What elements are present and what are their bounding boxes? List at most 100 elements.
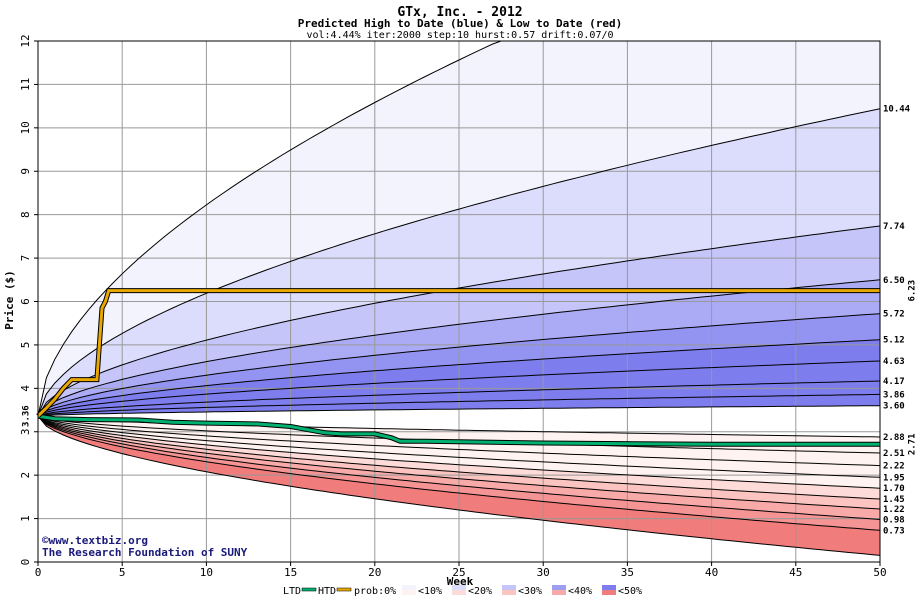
legend-bucket-0: <10% (418, 586, 442, 597)
end-label-1: 7.74 (883, 222, 905, 232)
percentile-curve-8 (38, 393, 880, 417)
x-tick-label-8: 40 (705, 566, 718, 579)
start-price-label: 3.36 (22, 405, 32, 427)
percentile-curve-19 (38, 415, 880, 556)
chart-subtitle: Predicted High to Date (blue) & Low to D… (298, 17, 623, 30)
legend-swatch-low-1 (452, 590, 466, 595)
legend-bucket-3: <40% (568, 586, 592, 597)
x-tick-label-3: 15 (284, 566, 297, 579)
y-tick-label-7: 7 (19, 255, 32, 262)
legend-bucket-1: <20% (468, 586, 492, 597)
y-tick-label-10: 10 (19, 121, 32, 134)
y-tick-label-1: 1 (19, 515, 32, 522)
end-label-13: 1.70 (883, 484, 905, 494)
y-tick-label-0: 0 (19, 559, 32, 566)
percentile-curve-4 (38, 313, 880, 417)
legend-ltd-swatch (301, 587, 317, 592)
end-label-5: 4.63 (883, 357, 905, 367)
ltd-end-label: 2.71 (908, 433, 918, 455)
credit-website: ©www.textbiz.org (42, 534, 148, 547)
legend-swatch-high-2 (502, 585, 516, 590)
credit-organization: The Research Foundation of SUNY (42, 546, 248, 559)
legend-ltd-label: LTD (283, 586, 301, 597)
percentile-curves (38, 41, 880, 556)
end-label-0: 10.44 (883, 105, 911, 115)
high-band-0 (38, 41, 880, 417)
grid (38, 41, 880, 562)
percentile-curve-12 (38, 415, 880, 467)
x-axis-label: Week (447, 575, 474, 588)
x-tick-label-0: 0 (35, 566, 42, 579)
percentile-curve-15 (38, 415, 880, 500)
percentile-curve-1 (38, 108, 880, 417)
x-tick-label-2: 10 (200, 566, 213, 579)
y-tick-label-9: 9 (19, 168, 32, 175)
x-tick-label-4: 20 (368, 566, 381, 579)
legend-bucket-2: <30% (518, 586, 542, 597)
x-tick-label-10: 50 (873, 566, 886, 579)
x-tick-label-1: 5 (119, 566, 126, 579)
end-label-6: 4.17 (883, 377, 905, 387)
legend-swatch-low-4 (602, 590, 616, 595)
percentile-curve-18 (38, 415, 880, 531)
percentile-curve-0 (38, 41, 880, 417)
percentile-curve-16 (38, 415, 880, 510)
legend-swatch-high-1 (452, 585, 466, 590)
y-tick-label-8: 8 (19, 211, 32, 218)
low-band-8 (38, 416, 880, 556)
y-tick-label-2: 2 (19, 472, 32, 479)
percentile-curve-9 (38, 405, 880, 417)
legend-prob-label: prob:0% (354, 586, 396, 597)
legend-swatch-low-2 (502, 590, 516, 595)
legend-htd-label: HTD (318, 586, 336, 597)
high-band-3 (38, 279, 880, 417)
end-label-14: 1.45 (883, 495, 905, 505)
y-tick-label-6: 6 (19, 298, 32, 305)
percentile-curve-14 (38, 415, 880, 489)
legend-bucket-4: <50% (618, 586, 642, 597)
percentile-curve-7 (38, 380, 880, 417)
legend: LTD HTD prob:0% <10% <20% <30% <40% <50% (283, 585, 642, 597)
legend-swatch-low-3 (552, 590, 566, 595)
end-label-2: 6.50 (883, 276, 905, 286)
legend-swatch-low-0 (402, 590, 416, 595)
ltd-series-line (37, 414, 880, 446)
low-band-1 (38, 416, 880, 466)
x-tick-label-6: 30 (537, 566, 550, 579)
end-value-labels: 10.44 7.74 6.50 5.72 5.12 4.63 4.17 3.86 3.60 2.8… (22, 105, 918, 537)
x-tick-label-7: 35 (621, 566, 634, 579)
y-tick-label-3: 3 (19, 428, 32, 435)
legend-htd-swatch (336, 587, 352, 592)
end-label-9: 2.88 (883, 433, 905, 443)
end-label-17: 0.73 (883, 526, 905, 536)
y-tick-label-11: 11 (19, 78, 32, 91)
low-band-4 (38, 416, 880, 499)
x-tick-label-5: 25 (452, 566, 465, 579)
y-tick-label-12: 12 (19, 34, 32, 47)
legend-swatch-high-0 (402, 585, 416, 590)
y-tick-label-5: 5 (19, 342, 32, 349)
legend-swatch-high-3 (552, 585, 566, 590)
legend-swatch-high-4 (602, 585, 616, 590)
end-label-8: 3.60 (883, 402, 905, 412)
low-band-3 (38, 416, 880, 489)
percentile-curve-6 (38, 360, 880, 417)
y-tick-label-4: 4 (19, 385, 32, 392)
end-label-7: 3.86 (883, 390, 905, 400)
x-tick-label-9: 45 (789, 566, 802, 579)
end-label-4: 5.12 (883, 336, 905, 346)
percentile-curve-5 (38, 339, 880, 417)
end-label-10: 2.51 (883, 449, 905, 459)
percentile-curve-13 (38, 415, 880, 478)
price-series (36, 288, 880, 447)
percentile-curve-3 (38, 279, 880, 417)
htd-end-label: 6.23 (908, 280, 918, 302)
end-label-15: 1.22 (883, 505, 905, 515)
chart-params: vol:4.44% iter:2000 step:10 hurst:0.57 d… (306, 30, 613, 41)
percentile-curve-17 (38, 415, 880, 520)
end-label-12: 1.95 (883, 473, 905, 483)
end-label-3: 5.72 (883, 310, 905, 320)
